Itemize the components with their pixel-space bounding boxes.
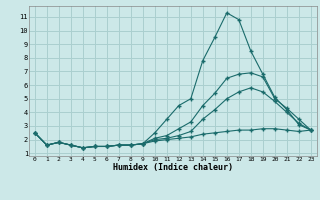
X-axis label: Humidex (Indice chaleur): Humidex (Indice chaleur) — [113, 163, 233, 172]
